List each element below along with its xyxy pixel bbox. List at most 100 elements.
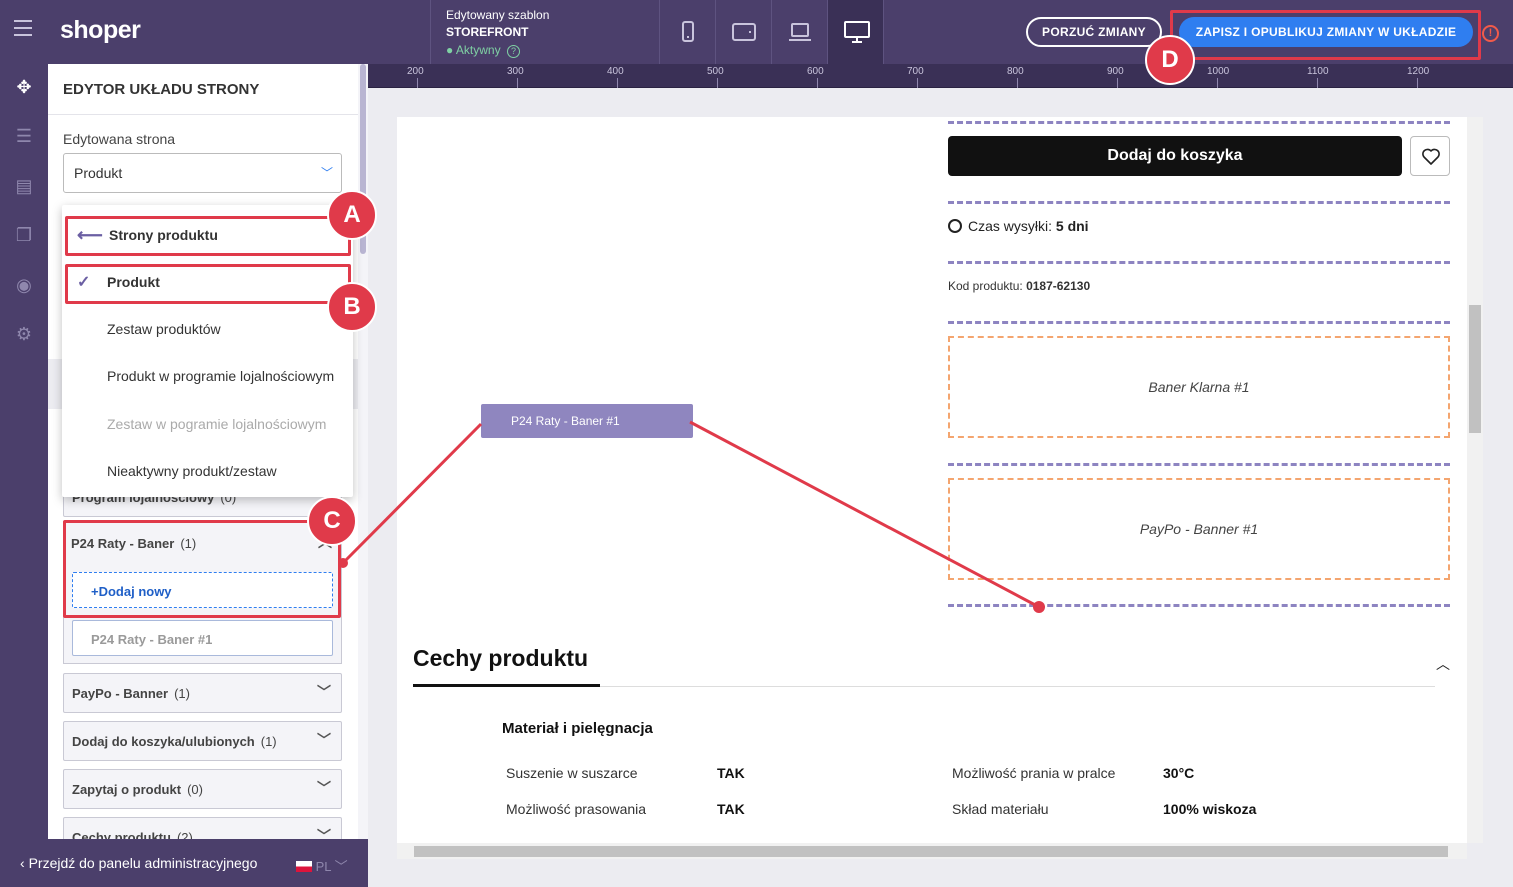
ruler-tick-label: 500 [707,66,724,77]
edited-page-label: Edytowana strona [63,131,176,147]
paypo-banner[interactable]: PayPo - Banner #1 [948,478,1450,580]
spec-value: TAK [717,801,745,817]
accordion-count: (1) [180,536,197,551]
shipping-time: Czas wysyłki: 5 dni [948,218,1089,234]
add-to-cart-button[interactable]: Dodaj do koszyka [948,136,1402,176]
preview-vertical-scrollbar[interactable] [1467,117,1483,843]
logo: shoper [60,16,141,44]
mobile-icon [682,21,694,42]
admin-panel-link[interactable]: ‹ Przejdź do panelu administracyjnego [20,855,257,871]
drop-zone[interactable] [948,604,1450,609]
ruler-tick-label: 1100 [1307,66,1329,77]
bottom-bar: ‹ Przejdź do panelu administracyjnego PL… [0,839,368,887]
edited-page-select[interactable]: Produkt ﹀ [63,153,342,193]
annotation-box-d [1170,10,1481,60]
flag-pl-icon [296,861,312,872]
accordion-add-to-cart[interactable]: Dodaj do koszyka/ulubionych (1) ﹀ [63,721,342,761]
dropdown-option[interactable]: Nieaktywny produkt/zestaw [62,448,353,495]
product-code: Kod produktu: 0187-62130 [948,279,1090,293]
accordion-label: Zapytaj o produkt [72,782,182,797]
accordion-count: (2) [176,830,193,839]
device-tablet-button[interactable] [716,0,772,64]
panel-scrollbar[interactable] [358,64,368,839]
chevron-left-icon: ‹ [20,855,25,871]
ruler-tick-label: 700 [907,66,924,77]
layout-icon[interactable]: ▤ [15,176,33,196]
annotation-badge-b: B [327,282,377,332]
features-subtitle: Materiał i pielęgnacja [502,720,653,737]
drop-zone[interactable] [948,261,1450,266]
warning-icon[interactable]: ! [1482,25,1499,42]
dropdown-option-label: Nieaktywny produkt/zestaw [107,463,277,479]
chevron-down-icon: ﹀ [317,828,331,839]
drop-zone[interactable] [948,321,1450,326]
accordion-ask-product[interactable]: Zapytaj o produkt (0) ﹀ [63,769,342,809]
spec-key: Możliwość prasowania [506,801,647,817]
dropdown-back-item[interactable]: ⟵ Strony produktu [62,212,353,259]
chevron-down-icon: ﹀ [317,684,331,700]
help-icon[interactable]: ? [506,45,520,58]
move-icon[interactable]: ✥ [16,77,32,97]
dropdown-option[interactable]: Zestaw produktów [62,306,353,353]
annotation-badge-d: D [1145,35,1195,85]
dragged-block[interactable]: P24 Raty - Baner #1 [481,404,693,438]
dropdown-option[interactable]: ✓ Produkt [62,259,353,306]
chevron-up-icon[interactable]: ︿ [1436,656,1450,672]
accordion-count: (0) [187,782,203,797]
device-desktop-button[interactable] [828,0,884,64]
drop-zone[interactable] [948,463,1450,468]
edited-page-value: Produkt [74,165,123,181]
chevron-down-icon: ﹀ [334,859,348,874]
spec-key: Suszenie w suszarce [506,765,638,781]
ruler-tick [1117,78,1118,88]
dropdown-option-label: Produkt w programie lojalnościowym [107,368,335,384]
accordion-label: Cechy produktu [72,830,171,839]
drop-zone[interactable] [948,201,1450,206]
palette-icon[interactable]: ◉ [16,275,32,295]
template-label: Edytowany szablon [446,8,550,22]
ruler-tick [717,78,718,88]
accordion-paypo[interactable]: PayPo - Banner (1) ﹀ [63,673,342,713]
accordion-features[interactable]: Cechy produktu (2) ﹀ [63,817,342,839]
annotation-box-a [65,216,351,256]
panel-scrollbar-thumb[interactable] [360,64,366,254]
ruler-tick-label: 1200 [1407,66,1430,77]
dropdown-option: Zestaw w pogramie lojalnościowym [62,401,353,448]
menu-icon[interactable] [14,20,32,36]
language-select[interactable]: PL ﹀ [296,856,348,875]
connector-dot [1033,601,1045,613]
product-code-label: Kod produktu: [948,279,1023,293]
klarna-banner[interactable]: Baner Klarna #1 [948,336,1450,438]
device-laptop-button[interactable] [772,0,828,64]
dropdown-option[interactable]: Produkt w programie lojalnościowym [62,353,353,400]
language-value: PL [315,859,332,874]
drop-zone[interactable] [948,121,1450,126]
device-mobile-button[interactable] [660,0,716,64]
discard-changes-button[interactable]: PORZUĆ ZMIANY [1026,17,1162,47]
sections-icon[interactable]: ☰ [15,126,33,146]
p24-item[interactable]: P24 Raty - Baner #1 [72,620,333,656]
add-new-button[interactable]: +Dodaj nowy [72,572,333,608]
template-info: Edytowany szablon STOREFRONT ● Aktywny ? [430,0,660,64]
connector-line [341,422,483,565]
save-publish-button[interactable]: ZAPISZ I OPUBLIKUJ ZMIANY W UKŁADZIE [1179,17,1473,47]
ruler-tick-label: 900 [1107,66,1124,77]
dropdown-back-label: Strony produktu [109,227,218,243]
ruler-tick-label: 1000 [1207,66,1230,77]
gear-icon[interactable]: ⚙ [15,324,33,344]
preview-horizontal-scrollbar-thumb[interactable] [414,846,1448,857]
favorite-button[interactable] [1410,136,1450,176]
ruler-tick [1417,78,1418,88]
pages-icon[interactable]: ❐ [15,225,33,245]
connector-line [689,420,1040,609]
check-icon: ✓ [77,274,91,291]
features-underline [413,684,600,687]
features-title: Cechy produktu [413,645,589,671]
ruler-tick-label: 800 [1007,66,1024,77]
preview-vertical-scrollbar-thumb[interactable] [1469,305,1481,433]
spec-value: 100% wiskoza [1163,801,1257,817]
ruler-tick [617,78,618,88]
shipping-value: 5 dni [1055,218,1089,234]
accordion-count: (1) [260,734,277,749]
spec-value: TAK [717,765,745,781]
